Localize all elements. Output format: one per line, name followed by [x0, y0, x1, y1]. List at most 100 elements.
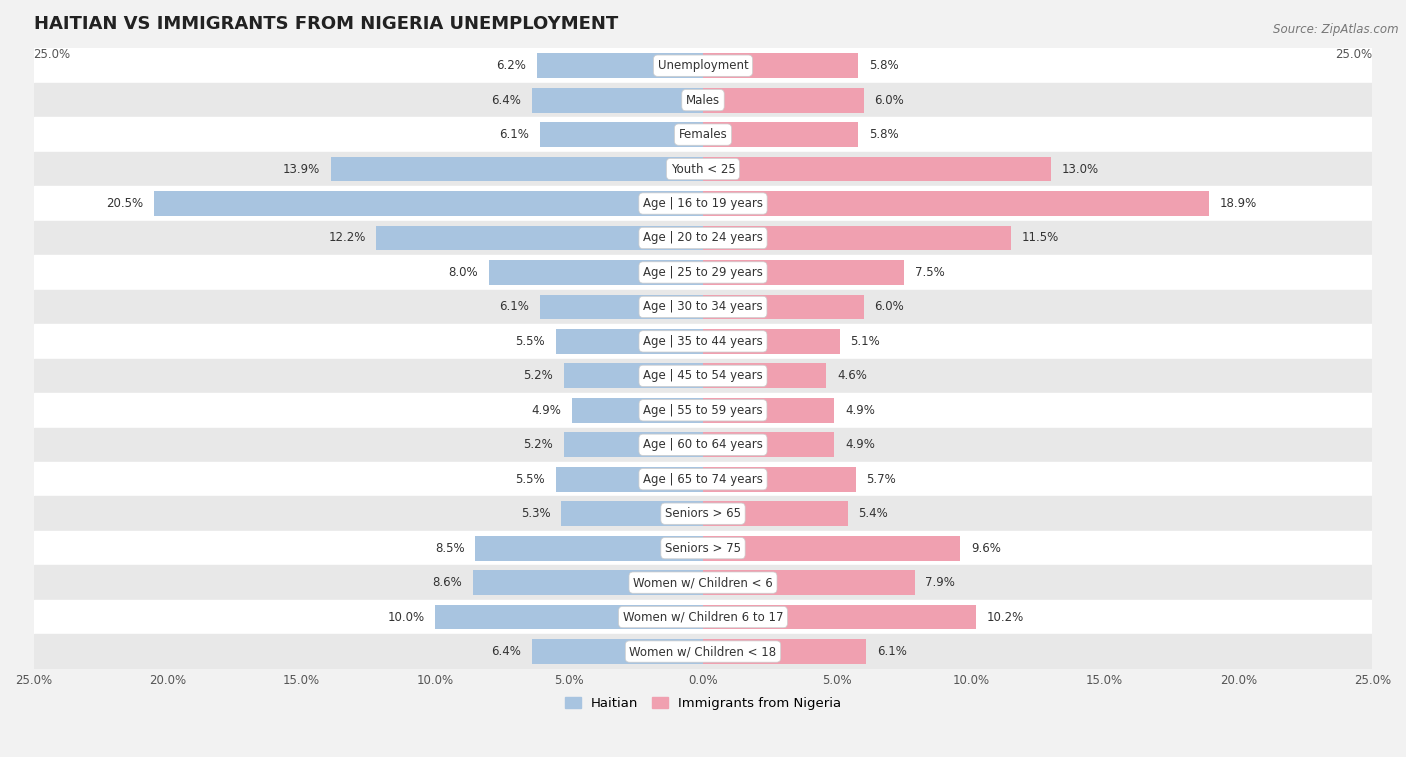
Bar: [34, 83, 1372, 117]
Bar: [703, 226, 1011, 251]
Text: 5.5%: 5.5%: [516, 335, 546, 348]
Text: 4.9%: 4.9%: [845, 403, 875, 417]
Bar: [555, 329, 703, 354]
Text: 7.9%: 7.9%: [925, 576, 955, 589]
Bar: [703, 570, 914, 595]
Text: Age | 60 to 64 years: Age | 60 to 64 years: [643, 438, 763, 451]
Bar: [537, 53, 703, 78]
Text: Age | 16 to 19 years: Age | 16 to 19 years: [643, 197, 763, 210]
Bar: [34, 186, 1372, 221]
Text: 6.4%: 6.4%: [491, 94, 520, 107]
Text: Age | 25 to 29 years: Age | 25 to 29 years: [643, 266, 763, 279]
Text: 6.0%: 6.0%: [875, 94, 904, 107]
Bar: [703, 501, 848, 526]
Bar: [34, 600, 1372, 634]
Text: 8.5%: 8.5%: [434, 542, 464, 555]
Legend: Haitian, Immigrants from Nigeria: Haitian, Immigrants from Nigeria: [560, 691, 846, 715]
Bar: [572, 398, 703, 422]
Bar: [330, 157, 703, 182]
Bar: [561, 501, 703, 526]
Bar: [34, 324, 1372, 359]
Bar: [703, 122, 858, 147]
Bar: [703, 467, 856, 491]
Text: Age | 35 to 44 years: Age | 35 to 44 years: [643, 335, 763, 348]
Bar: [531, 639, 703, 664]
Text: 9.6%: 9.6%: [970, 542, 1001, 555]
Text: 11.5%: 11.5%: [1022, 232, 1059, 245]
Bar: [472, 570, 703, 595]
Text: 10.0%: 10.0%: [388, 611, 425, 624]
Bar: [555, 467, 703, 491]
Text: 8.0%: 8.0%: [449, 266, 478, 279]
Bar: [34, 428, 1372, 462]
Bar: [377, 226, 703, 251]
Text: Age | 55 to 59 years: Age | 55 to 59 years: [643, 403, 763, 417]
Text: 5.8%: 5.8%: [869, 128, 898, 141]
Bar: [34, 359, 1372, 393]
Text: 6.2%: 6.2%: [496, 59, 526, 72]
Text: 13.0%: 13.0%: [1062, 163, 1099, 176]
Text: 4.9%: 4.9%: [531, 403, 561, 417]
Text: 25.0%: 25.0%: [34, 48, 70, 61]
Bar: [703, 157, 1052, 182]
Bar: [34, 221, 1372, 255]
Bar: [34, 462, 1372, 497]
Text: 18.9%: 18.9%: [1220, 197, 1257, 210]
Bar: [34, 117, 1372, 152]
Bar: [564, 432, 703, 457]
Text: 5.8%: 5.8%: [869, 59, 898, 72]
Bar: [703, 432, 834, 457]
Text: Age | 65 to 74 years: Age | 65 to 74 years: [643, 472, 763, 486]
Bar: [489, 260, 703, 285]
Text: Age | 20 to 24 years: Age | 20 to 24 years: [643, 232, 763, 245]
Text: 5.2%: 5.2%: [523, 369, 553, 382]
Bar: [34, 290, 1372, 324]
Text: 6.1%: 6.1%: [499, 301, 529, 313]
Bar: [703, 191, 1209, 216]
Text: 8.6%: 8.6%: [432, 576, 463, 589]
Text: Women w/ Children 6 to 17: Women w/ Children 6 to 17: [623, 611, 783, 624]
Bar: [703, 363, 827, 388]
Bar: [703, 53, 858, 78]
Bar: [703, 605, 976, 630]
Text: 6.4%: 6.4%: [491, 645, 520, 658]
Text: Seniors > 65: Seniors > 65: [665, 507, 741, 520]
Text: Females: Females: [679, 128, 727, 141]
Bar: [703, 260, 904, 285]
Bar: [703, 639, 866, 664]
Text: Unemployment: Unemployment: [658, 59, 748, 72]
Bar: [34, 565, 1372, 600]
Text: 6.0%: 6.0%: [875, 301, 904, 313]
Bar: [34, 152, 1372, 186]
Text: Males: Males: [686, 94, 720, 107]
Text: 20.5%: 20.5%: [107, 197, 143, 210]
Text: HAITIAN VS IMMIGRANTS FROM NIGERIA UNEMPLOYMENT: HAITIAN VS IMMIGRANTS FROM NIGERIA UNEMP…: [34, 15, 617, 33]
Text: 5.5%: 5.5%: [516, 472, 546, 486]
Bar: [34, 634, 1372, 668]
Bar: [34, 255, 1372, 290]
Text: Youth < 25: Youth < 25: [671, 163, 735, 176]
Text: Age | 30 to 34 years: Age | 30 to 34 years: [643, 301, 763, 313]
Text: 4.6%: 4.6%: [837, 369, 866, 382]
Bar: [703, 329, 839, 354]
Text: Age | 45 to 54 years: Age | 45 to 54 years: [643, 369, 763, 382]
Bar: [34, 531, 1372, 565]
Bar: [475, 536, 703, 561]
Bar: [703, 294, 863, 319]
Bar: [34, 393, 1372, 428]
Text: 13.9%: 13.9%: [283, 163, 321, 176]
Text: Women w/ Children < 6: Women w/ Children < 6: [633, 576, 773, 589]
Text: 5.3%: 5.3%: [520, 507, 550, 520]
Bar: [564, 363, 703, 388]
Text: 6.1%: 6.1%: [877, 645, 907, 658]
Bar: [436, 605, 703, 630]
Text: 5.1%: 5.1%: [851, 335, 880, 348]
Text: 10.2%: 10.2%: [987, 611, 1024, 624]
Bar: [34, 497, 1372, 531]
Bar: [531, 88, 703, 113]
Text: Source: ZipAtlas.com: Source: ZipAtlas.com: [1274, 23, 1399, 36]
Text: Seniors > 75: Seniors > 75: [665, 542, 741, 555]
Text: 25.0%: 25.0%: [1336, 48, 1372, 61]
Text: 6.1%: 6.1%: [499, 128, 529, 141]
Text: 7.5%: 7.5%: [914, 266, 945, 279]
